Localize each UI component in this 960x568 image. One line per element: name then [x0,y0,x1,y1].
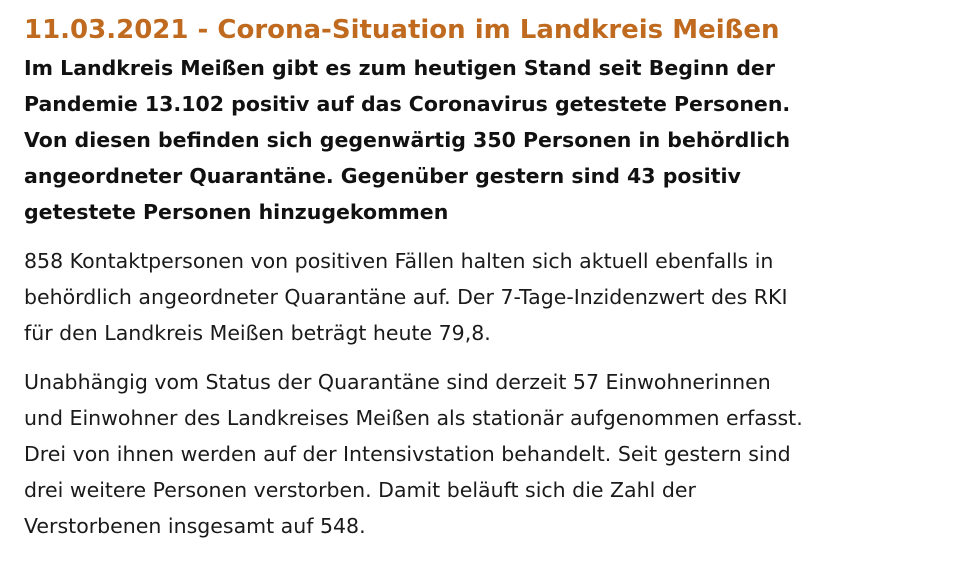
paragraph-hospital: Unabhängig vom Status der Quarantäne sin… [24,364,944,544]
paragraph-line: für den Landkreis Meißen beträgt heute 7… [24,321,491,345]
paragraph-line: behördlich angeordneter Quarantäne auf. … [24,285,788,309]
paragraph-line: und Einwohner des Landkreises Meißen als… [24,406,803,430]
paragraph-line: Drei von ihnen werden auf der Intensivst… [24,442,791,466]
lead-line: Von diesen befinden sich gegenwärtig 350… [24,128,791,152]
article-lead: Im Landkreis Meißen gibt es zum heutigen… [24,50,944,230]
article-title: 11.03.2021 - Corona-Situation im Landkre… [24,15,780,45]
paragraph-contacts: 858 Kontaktpersonen von positiven Fällen… [24,243,944,351]
paragraph-line: 858 Kontaktpersonen von positiven Fällen… [24,249,774,273]
article: 11.03.2021 - Corona-Situation im Landkre… [24,10,944,557]
lead-line: getestete Personen hinzugekommen [24,200,449,224]
lead-line: Im Landkreis Meißen gibt es zum heutigen… [24,56,775,80]
paragraph-line: Unabhängig vom Status der Quarantäne sin… [24,370,771,394]
lead-line: angeordneter Quarantäne. Gegenüber geste… [24,164,741,188]
lead-line: Pandemie 13.102 positiv auf das Coronavi… [24,92,791,116]
paragraph-line: drei weitere Personen verstorben. Damit … [24,478,696,502]
paragraph-line: Verstorbenen insgesamt auf 548. [24,514,366,538]
